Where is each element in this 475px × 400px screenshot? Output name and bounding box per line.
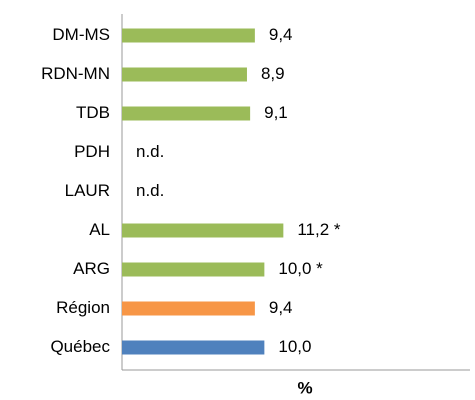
value-label: 8,9 bbox=[261, 64, 285, 83]
y-tick-label: DM-MS bbox=[52, 25, 110, 44]
value-label: 10,0 bbox=[278, 337, 311, 356]
bar bbox=[122, 106, 251, 121]
y-tick-label: Région bbox=[56, 298, 110, 317]
bar bbox=[122, 28, 255, 43]
x-axis-label: % bbox=[297, 378, 312, 397]
bar bbox=[122, 67, 247, 82]
value-label: 11,2 * bbox=[297, 220, 341, 239]
y-tick-label: AL bbox=[89, 220, 110, 239]
y-tick-label: ARG bbox=[73, 259, 110, 278]
y-tick-label: RDN-MN bbox=[41, 64, 110, 83]
bar bbox=[122, 262, 265, 277]
value-label: 9,1 bbox=[264, 103, 288, 122]
value-label: 9,4 bbox=[269, 25, 293, 44]
y-tick-label: Québec bbox=[50, 337, 110, 356]
y-tick-label: LAUR bbox=[65, 181, 110, 200]
bar bbox=[122, 301, 255, 316]
bar bbox=[122, 340, 265, 355]
value-label: n.d. bbox=[136, 142, 164, 161]
value-label: n.d. bbox=[136, 181, 164, 200]
y-tick-label: TDB bbox=[76, 103, 110, 122]
value-label: 9,4 bbox=[269, 298, 293, 317]
value-label: 10,0 * bbox=[278, 259, 323, 278]
bar bbox=[122, 223, 284, 238]
y-tick-label: PDH bbox=[74, 142, 110, 161]
